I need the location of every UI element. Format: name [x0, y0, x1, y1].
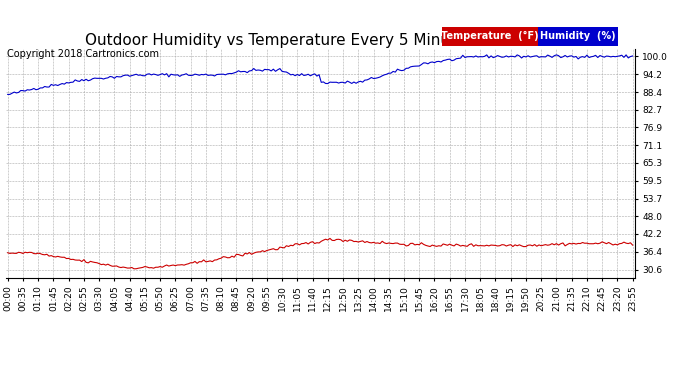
Text: Humidity  (%): Humidity (%)	[540, 32, 615, 41]
Text: Temperature  (°F): Temperature (°F)	[441, 32, 539, 41]
Title: Outdoor Humidity vs Temperature Every 5 Minutes 20180121: Outdoor Humidity vs Temperature Every 5 …	[85, 33, 555, 48]
Text: Copyright 2018 Cartronics.com: Copyright 2018 Cartronics.com	[7, 49, 159, 59]
